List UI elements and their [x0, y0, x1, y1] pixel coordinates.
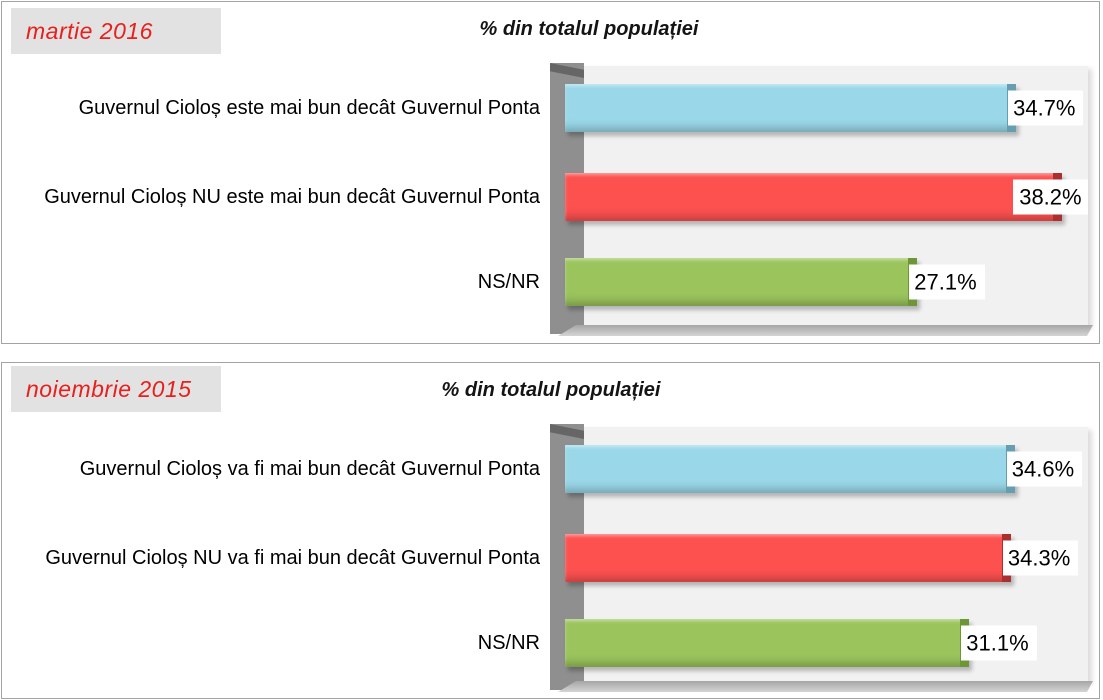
- value-label: 27.1%: [909, 264, 985, 300]
- value-label: 34.6%: [1006, 451, 1083, 487]
- value-label: 31.1%: [961, 625, 1037, 661]
- bar-ciolos-will-be-better: 34.6%: [565, 445, 1083, 493]
- bar-ciolos-will-not-be-better: 34.3%: [565, 534, 1079, 582]
- category-label: Guvernul Cioloș este mai bun decât Guver…: [2, 84, 549, 132]
- bar-track: 34.3%: [565, 534, 1085, 582]
- bar-track: 27.1%: [565, 258, 1085, 306]
- bar-row: Guvernul Cioloș va fi mai bun decât Guve…: [2, 445, 1099, 493]
- period-badge: martie 2016: [11, 8, 221, 54]
- category-label: Guvernul Cioloș NU este mai bun decât Gu…: [2, 173, 549, 221]
- bar-track: 34.6%: [565, 445, 1085, 493]
- category-label: NS/NR: [2, 258, 549, 306]
- category-text: NS/NR: [477, 632, 540, 654]
- category-label: Guvernul Cioloș va fi mai bun decât Guve…: [2, 445, 549, 493]
- bar-row: Guvernul Cioloș NU este mai bun decât Gu…: [2, 173, 1099, 221]
- category-label: Guvernul Cioloș NU va fi mai bun decât G…: [2, 534, 549, 582]
- floor-shadow-3d: [558, 325, 1093, 336]
- value-label: 34.3%: [1002, 540, 1079, 576]
- bar-ciolos-better: 34.7%: [565, 84, 1084, 132]
- chart-title: % din totalul populației: [441, 379, 661, 401]
- floor-shadow-3d: [558, 681, 1093, 692]
- period-badge: noiembrie 2015: [11, 366, 221, 412]
- bar-track: 38.2%: [565, 173, 1088, 221]
- value-label: 38.2%: [1013, 179, 1088, 215]
- category-text: NS/NR: [477, 271, 540, 293]
- chart-panel-noiembrie-2015: noiembrie 2015 % din totalul populației …: [1, 362, 1100, 699]
- category-text: Guvernul Cioloș NU va fi mai bun decât G…: [45, 547, 540, 569]
- bar-row: Guvernul Cioloș este mai bun decât Guver…: [2, 84, 1099, 132]
- bar-row: NS/NR 27.1%: [2, 258, 1099, 306]
- bar-track: 34.7%: [565, 84, 1085, 132]
- value-label: 34.7%: [1008, 90, 1084, 126]
- category-label: NS/NR: [2, 619, 549, 667]
- category-text: Guvernul Cioloș este mai bun decât Guver…: [78, 97, 540, 119]
- bar-ns-nr: 27.1%: [565, 258, 985, 306]
- chart-body: Guvernul Cioloș este mai bun decât Guver…: [2, 63, 1099, 343]
- chart-title: % din totalul populației: [479, 18, 699, 40]
- bar-ns-nr: 31.1%: [565, 619, 1037, 667]
- chart-panel-martie-2016: martie 2016 % din totalul populației Guv…: [1, 1, 1100, 344]
- category-text: Guvernul Cioloș NU este mai bun decât Gu…: [44, 186, 540, 208]
- bar-ciolos-not-better: 38.2%: [565, 173, 1088, 221]
- chart-body: Guvernul Cioloș va fi mai bun decât Guve…: [2, 424, 1099, 698]
- bar-row: NS/NR 31.1%: [2, 619, 1099, 667]
- bar-row: Guvernul Cioloș NU va fi mai bun decât G…: [2, 534, 1099, 582]
- category-text: Guvernul Cioloș va fi mai bun decât Guve…: [79, 458, 540, 480]
- bar-track: 31.1%: [565, 619, 1085, 667]
